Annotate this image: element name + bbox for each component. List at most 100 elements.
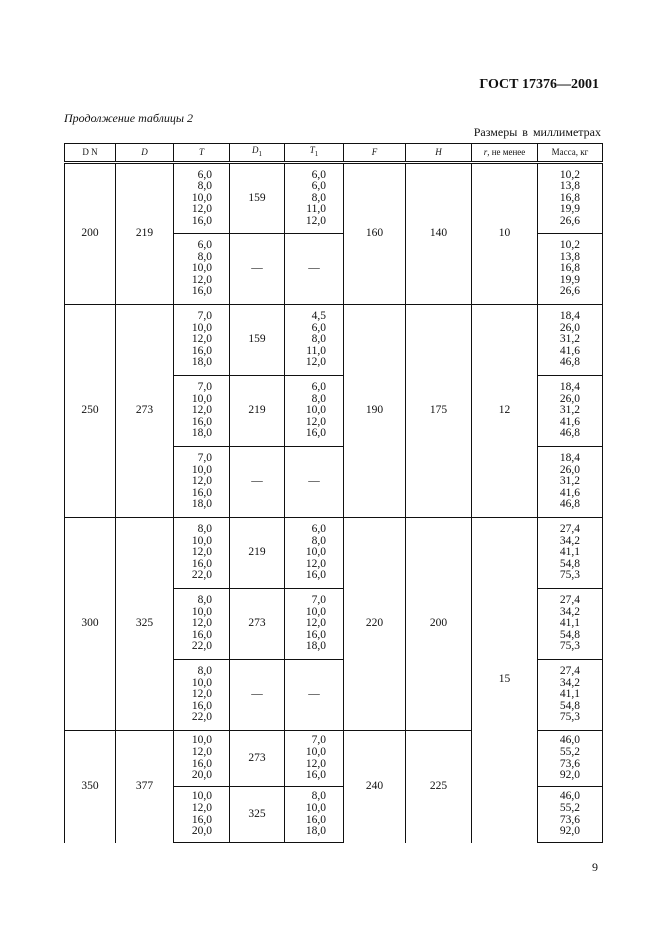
value-line: 8,0 [311,392,326,405]
column-header-label: r [483,146,488,157]
value-line: 16,0 [305,628,326,641]
value-line: 12,0 [305,214,326,227]
value-line: 26,0 [559,321,580,334]
cell-d1: 325 [229,786,285,843]
value-line: 31,2 [559,475,580,488]
value-line: — [308,688,320,701]
value-line: 10,0 [191,321,212,334]
cell-d: 325 [115,517,174,731]
value-line: 92,0 [559,769,580,782]
value-line: 46,8 [559,498,580,511]
column-header-label: Масса, кг [551,146,589,157]
cell-t1: — [284,233,344,305]
value-line: 54,8 [559,628,580,641]
column-header-suffix: , не менее [487,146,526,157]
value-line: 6,0 [311,180,326,193]
table-row: 8,0 10,0 12,0 16,0 22,0— —27,4 34,2 41,1 54,8 75,… [65,659,603,731]
standard-number: ГОСТ 17376—2001 [479,77,599,92]
value-line: 18,4 [559,310,580,323]
cell-mass: 27,4 34,2 41,1 54,8 75,3 [537,659,603,731]
value-line: 10,0 [191,392,212,405]
column-header-d1: D1 [229,143,285,164]
value-line: 7,0 [197,381,212,394]
cell-f: 240 [343,730,406,843]
value-line: 41,1 [559,617,580,630]
value-line: 41,6 [559,344,580,357]
value-line: 31,2 [559,333,580,346]
table-row: 8,0 10,0 12,0 16,0 22,0 273 7,0 10,0 12,0 16,0 18,… [65,588,603,660]
cell-d1: 273 [229,730,285,787]
value-line: 41,1 [559,546,580,559]
column-header-subscript: 1 [314,149,319,158]
cell-dn: 200 [64,162,116,305]
value-line: — [308,262,320,275]
value-line: 16,0 [305,569,326,582]
value-line: 16,0 [305,813,326,826]
value-line: 20,0 [191,769,212,782]
cell-mass: 18,4 26,0 31,2 41,6 46,8 [537,446,603,518]
cell-d1: — [229,659,285,731]
value-line: 12,0 [191,801,212,814]
value-line: 12,0 [305,617,326,630]
cell-mass: 10,2 13,8 16,8 19,9 26,6 [537,233,603,305]
cell-t: 6,0 8,0 10,0 12,0 16,0 [173,162,230,234]
value-line: 8,0 [197,594,212,607]
value-line: 16,0 [191,757,212,770]
column-header-label: T [309,144,315,155]
value-line: 18,0 [305,825,326,838]
cell-f: 220 [343,517,406,731]
cell-t: 7,0 10,0 12,0 16,0 18,0 [173,446,230,518]
value-line: 73,6 [559,757,580,770]
value-line: 16,0 [191,285,212,298]
cell-r: 15 [471,517,538,843]
cell-t1: — [284,659,344,731]
cell-mass: 27,4 34,2 41,1 54,8 75,3 [537,588,603,660]
value-line: 34,2 [559,605,580,618]
value-line: 26,6 [559,214,580,227]
value-line: 10,2 [559,239,580,252]
value-line: 16,0 [191,214,212,227]
cell-t: 8,0 10,0 12,0 16,0 22,0 [173,588,230,660]
cell-d1: 159 [229,162,285,234]
value-line: 10,0 [305,404,326,417]
value-line: 10,0 [191,262,212,275]
value-line: 16,0 [191,486,212,499]
cell-mass: 46,0 55,2 73,6 92,0 [537,730,603,787]
cell-d: 219 [115,162,174,305]
cell-d1: — [229,446,285,518]
value-line: 8,0 [311,534,326,547]
cell-d1: 219 [229,375,285,447]
value-line: 18,0 [191,498,212,511]
value-line: 13,8 [559,250,580,263]
value-line: 54,8 [559,699,580,712]
column-header-f: F [343,143,406,164]
value-line: 10,0 [191,191,212,204]
table-row: 250 273 7,0 10,0 12,0 16,0 18,0 159 4,5 6,0 8,0 11,… [64,304,603,518]
cell-d1: — [229,233,285,305]
value-line: 10,0 [191,734,212,747]
value-line: 75,3 [559,640,580,653]
cell-t: 8,0 10,0 12,0 16,0 22,0 [173,659,230,731]
table-row: 6,0 8,0 10,0 12,0 16,0— —10,2 13,8 16,8 19,9 26,6 [65,233,603,305]
column-header-subscript: 1 [258,149,263,158]
value-line: 46,8 [559,427,580,440]
cell-d1: 159 [229,304,285,376]
cell-d: 273 [115,304,174,518]
column-header-label: T [198,146,204,157]
value-line: 12,0 [191,745,212,758]
value-line: 11,0 [306,344,326,357]
value-line: 16,0 [191,415,212,428]
table-row: 10,0 12,0 16,0 20,0 325 8,0 10,0 16,0 18,0 46,0 55… [65,786,603,843]
value-line: 12,0 [191,617,212,630]
cell-mass: 27,4 34,2 41,1 54,8 75,3 [537,517,603,589]
value-line: 16,0 [191,628,212,641]
value-line: 18,4 [559,381,580,394]
value-line: 10,0 [305,801,326,814]
table-row: 7,0 10,0 12,0 16,0 18,0— —18,4 26,0 31,2 41,6 46,… [65,446,603,518]
value-line: 55,2 [559,745,580,758]
value-line: — [308,475,320,488]
value-line: 10,0 [305,605,326,618]
cell-mass: 46,0 55,2 73,6 92,0 [537,786,603,843]
value-line: 55,2 [559,801,580,814]
value-line: 12,0 [191,333,212,346]
